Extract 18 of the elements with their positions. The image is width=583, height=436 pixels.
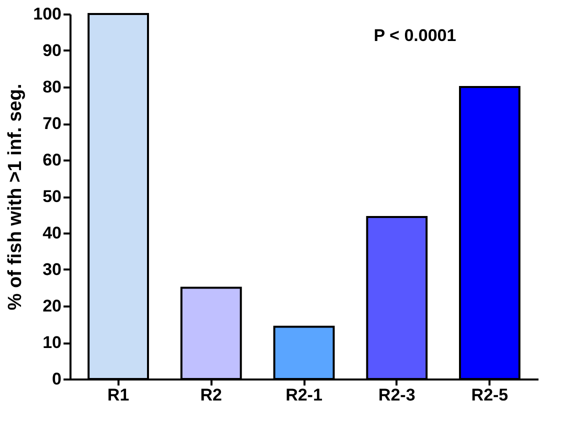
y-tick-label: 0 <box>52 370 62 388</box>
y-tick-label: 20 <box>42 296 62 316</box>
x-tick-label: R2 <box>200 386 222 404</box>
y-tick-label: 100 <box>33 4 62 24</box>
y-axis-title: % of fish with >1 inf. seg. <box>5 84 26 310</box>
x-tick-label: R2-1 <box>286 386 322 404</box>
y-tick-label: 90 <box>42 41 62 60</box>
y-tick-label: 50 <box>42 187 62 206</box>
y-tick-label: 60 <box>42 150 62 170</box>
x-tick-label: R1 <box>107 386 130 404</box>
annotation: P < 0.0001 <box>374 26 456 45</box>
y-tick-label: 10 <box>42 333 62 352</box>
x-tick-label: R2-3 <box>378 386 416 404</box>
y-tick-label: 40 <box>42 224 62 242</box>
y-tick-label: 30 <box>42 260 62 279</box>
y-tick-label: 80 <box>42 78 62 96</box>
y-tick-label: 70 <box>42 114 62 133</box>
x-tick-label: R2-5 <box>471 386 508 404</box>
